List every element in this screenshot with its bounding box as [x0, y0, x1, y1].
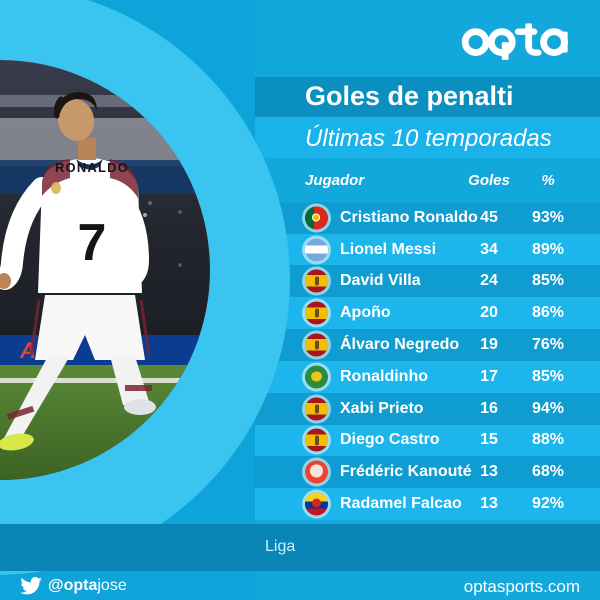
svg-text:RONALDO: RONALDO: [55, 160, 129, 175]
svg-text:7: 7: [78, 214, 107, 272]
